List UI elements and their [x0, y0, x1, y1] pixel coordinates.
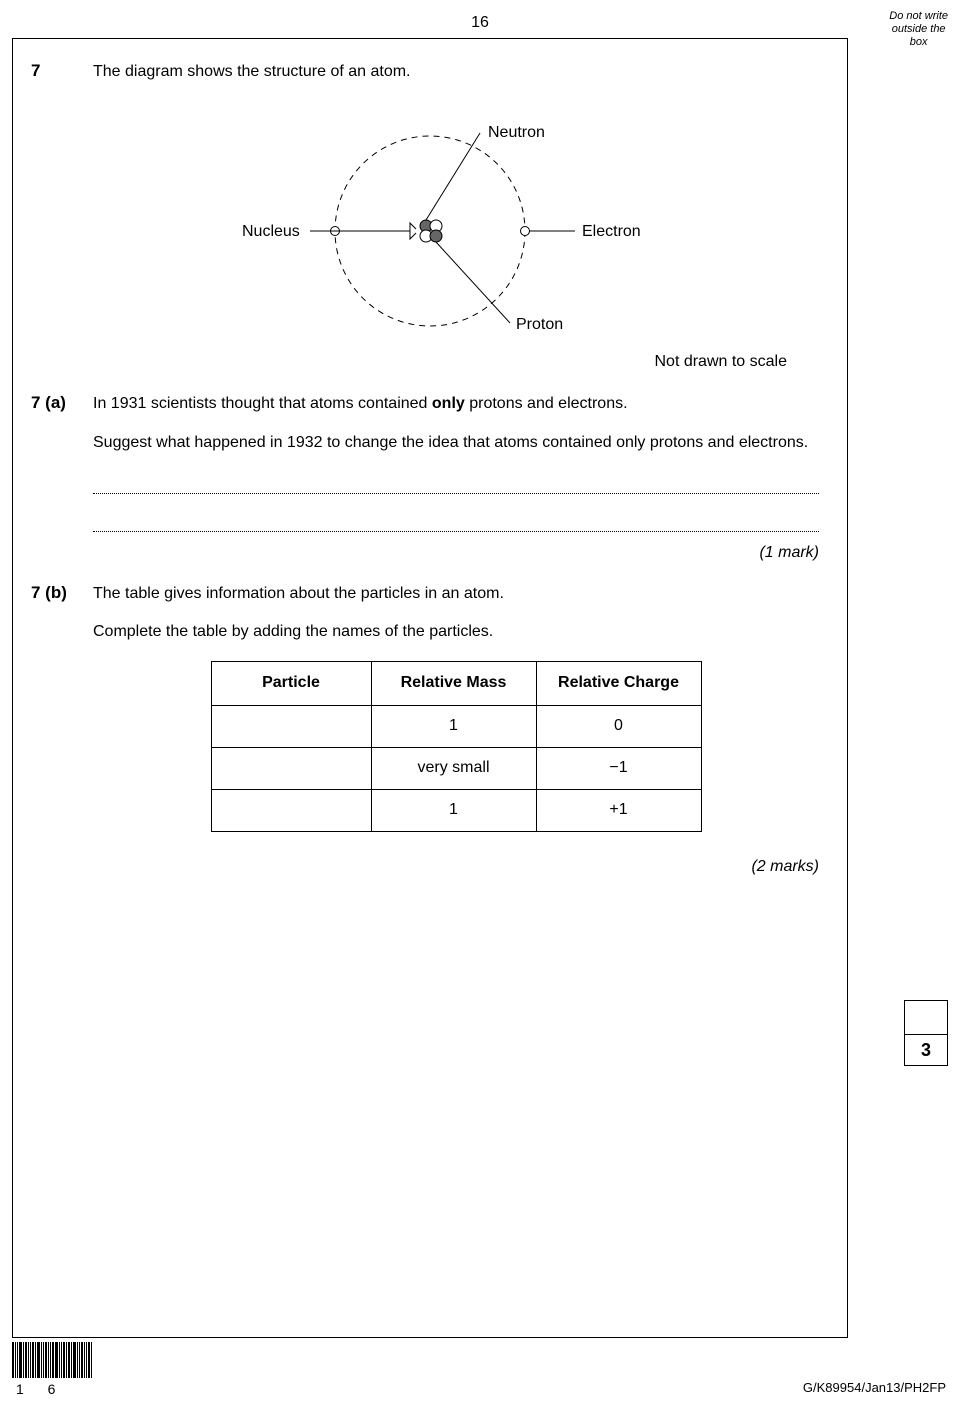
atom-diagram: Neutron Electron Nucleus Proton [180, 111, 680, 341]
label-proton: Proton [516, 316, 563, 333]
q7b-line1: The table gives information about the pa… [93, 583, 819, 605]
margin-total-value: 3 [905, 1035, 947, 1065]
margin-note-l1: Do not write [889, 10, 948, 22]
label-electron: Electron [582, 223, 641, 240]
q7a-line1: In 1931 scientists thought that atoms co… [93, 393, 819, 415]
page-number-top: 16 [0, 14, 960, 32]
value-cell: −1 [536, 747, 701, 789]
value-cell: 1 [371, 789, 536, 831]
q7-intro: The diagram shows the structure of an at… [93, 61, 847, 83]
particle-cell[interactable] [211, 747, 371, 789]
q7a-line2: Suggest what happened in 1932 to change … [93, 432, 819, 454]
margin-note-l3: box [910, 36, 928, 48]
answer-line-2[interactable] [93, 512, 819, 532]
footer-left: 1 6 [12, 1342, 92, 1397]
q7b-marks: (2 marks) [13, 858, 847, 876]
q7a-number: 7 (a) [13, 393, 93, 413]
answer-line-1[interactable] [93, 474, 819, 494]
table-header: Particle [211, 661, 371, 705]
table-row: 1+1 [211, 789, 701, 831]
q7b-number: 7 (b) [13, 583, 93, 603]
margin-instruction: Do not write outside the box [889, 10, 948, 50]
value-cell: very small [371, 747, 536, 789]
q7b-line2: Complete the table by adding the names o… [93, 621, 819, 643]
q7a-mark: (1 mark) [93, 542, 819, 564]
value-cell: +1 [536, 789, 701, 831]
value-cell: 1 [371, 705, 536, 747]
table-header: Relative Mass [371, 661, 536, 705]
margin-total-box: 3 [904, 1000, 948, 1066]
particle-table: ParticleRelative MassRelative Charge 10v… [211, 661, 702, 832]
scale-note: Not drawn to scale [13, 353, 847, 371]
value-cell: 0 [536, 705, 701, 747]
table-header: Relative Charge [536, 661, 701, 705]
margin-total-empty [905, 1001, 947, 1035]
table-row: 10 [211, 705, 701, 747]
label-nucleus: Nucleus [242, 223, 300, 240]
barcode [12, 1342, 92, 1378]
particle-cell[interactable] [211, 789, 371, 831]
footer-page-number: 1 6 [16, 1381, 92, 1397]
table-row: very small−1 [211, 747, 701, 789]
content-frame: 7 The diagram shows the structure of an … [12, 38, 848, 1338]
particle-cell[interactable] [211, 705, 371, 747]
label-neutron: Neutron [488, 124, 545, 141]
margin-note-l2: outside the [892, 23, 946, 35]
q7-number: 7 [13, 61, 93, 81]
footer-exam-code: G/K89954/Jan13/PH2FP [803, 1380, 946, 1395]
